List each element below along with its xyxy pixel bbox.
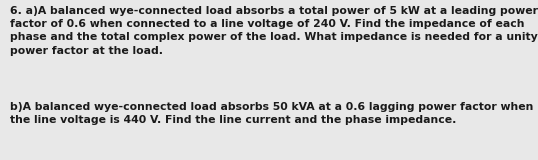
Text: 6. a)A balanced wye-connected load absorbs a total power of 5 kW at a leading po: 6. a)A balanced wye-connected load absor… (10, 6, 537, 56)
Text: b)A balanced wye-connected load absorbs 50 kVA at a 0.6 lagging power factor whe: b)A balanced wye-connected load absorbs … (10, 102, 533, 125)
